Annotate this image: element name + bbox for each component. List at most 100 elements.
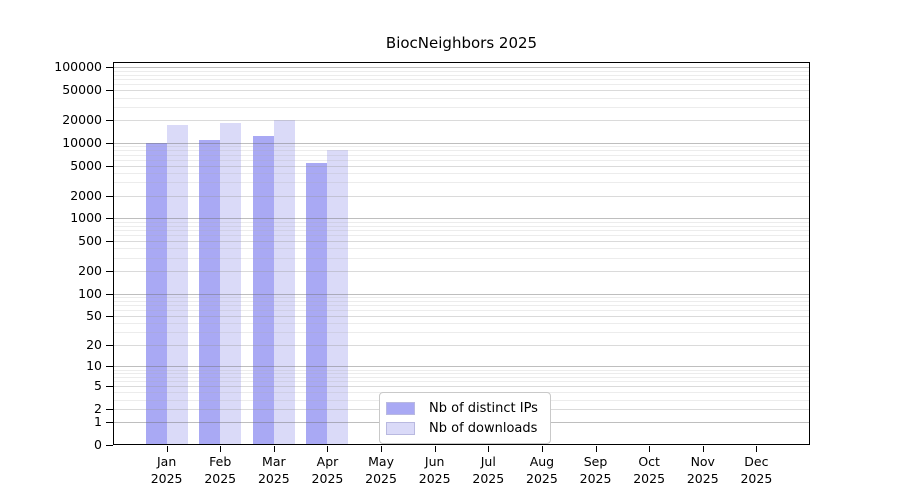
y-axis-label: 1 <box>94 414 102 430</box>
x-label-month: Nov <box>690 454 715 469</box>
x-label-year: 2025 <box>150 471 183 486</box>
x-label-month: Jul <box>480 454 496 469</box>
x-label-year: 2025 <box>579 471 612 486</box>
y-axis-label: 5000 <box>70 157 102 173</box>
x-axis-tick <box>166 446 168 452</box>
gridline <box>114 67 809 69</box>
x-axis-tick <box>649 446 651 452</box>
x-label-year: 2025 <box>365 471 397 486</box>
bar-mar-downloads <box>273 119 295 444</box>
gridline <box>114 218 809 220</box>
gridline <box>114 293 809 295</box>
x-axis-label: Apr 2025 <box>299 453 355 487</box>
plot-area <box>113 62 810 445</box>
gridline <box>114 305 809 307</box>
x-label-month: Oct <box>638 454 660 469</box>
legend-label-distinct-ips: Nb of distinct IPs <box>429 400 538 416</box>
legend: Nb of distinct IPs Nb of downloads <box>379 392 551 444</box>
x-axis-tick <box>702 446 704 452</box>
y-axis-label: 2 <box>94 400 102 416</box>
y-axis-label: 20 <box>86 337 102 353</box>
x-axis-tick <box>381 446 383 452</box>
x-axis-label: Dec 2025 <box>728 453 784 487</box>
bar-jan-ips <box>145 142 167 444</box>
gridline <box>114 369 809 371</box>
gridline <box>114 74 809 76</box>
x-axis-label: Nov 2025 <box>675 453 731 487</box>
y-axis-tick <box>106 316 113 318</box>
y-axis-tick <box>106 67 113 69</box>
gridline <box>114 182 809 184</box>
bar-jan-downloads <box>166 125 188 444</box>
bars-layer <box>114 63 809 444</box>
bar-apr-downloads <box>327 149 349 444</box>
gridline <box>114 310 809 312</box>
bar-mar-ips <box>252 136 274 444</box>
gridline <box>114 376 809 378</box>
x-label-month: May <box>368 454 394 469</box>
x-label-year: 2025 <box>311 471 344 486</box>
y-axis-label: 10000 <box>62 134 102 150</box>
x-axis-tick <box>434 446 436 452</box>
gridline <box>114 165 809 167</box>
gridline <box>114 173 809 175</box>
y-axis-tick <box>106 422 113 424</box>
x-axis-label: Oct 2025 <box>621 453 677 487</box>
gridline <box>114 146 809 148</box>
gridline <box>114 79 809 81</box>
y-axis-tick <box>106 386 113 388</box>
y-axis-label: 50000 <box>62 82 102 98</box>
gridline <box>114 106 809 108</box>
y-axis-tick <box>106 90 113 92</box>
bar-feb-ips <box>199 140 221 444</box>
bar-apr-ips <box>306 162 328 444</box>
legend-entry-distinct-ips: Nb of distinct IPs <box>386 398 538 418</box>
y-axis-tick <box>106 165 113 167</box>
x-label-year: 2025 <box>418 471 451 486</box>
x-axis-label: Mar 2025 <box>246 453 302 487</box>
y-axis-tick <box>106 241 113 243</box>
y-axis-label: 200 <box>78 263 102 279</box>
gridline <box>114 235 809 237</box>
gridline <box>114 142 809 144</box>
y-axis-tick <box>106 366 113 368</box>
x-axis-label: Jun 2025 <box>407 453 463 487</box>
gridline <box>114 316 809 318</box>
x-label-year: 2025 <box>740 471 773 486</box>
y-axis-tick <box>106 142 113 144</box>
x-axis-tick <box>541 446 543 452</box>
gridline <box>114 297 809 299</box>
y-axis-label: 100000 <box>54 59 102 75</box>
x-axis-label: Sep 2025 <box>568 453 624 487</box>
x-axis-label: May 2025 <box>353 453 409 487</box>
gridline <box>114 241 809 243</box>
x-label-month: Apr <box>316 454 339 469</box>
x-axis-label: Feb 2025 <box>192 453 248 487</box>
x-axis-tick <box>595 446 597 452</box>
legend-swatch-distinct-ips <box>386 401 415 415</box>
gridline <box>114 225 809 227</box>
x-axis-tick <box>327 446 329 452</box>
x-label-month: Dec <box>744 454 769 469</box>
y-axis-label: 20000 <box>62 112 102 128</box>
y-axis-tick <box>106 445 113 446</box>
y-axis-tick <box>106 218 113 220</box>
y-axis-tick <box>106 408 113 410</box>
gridline <box>114 120 809 122</box>
y-axis-label: 50 <box>86 308 102 324</box>
gridline <box>114 248 809 250</box>
x-label-month: Mar <box>262 454 286 469</box>
y-axis-label: 100 <box>78 285 102 301</box>
gridline <box>114 159 809 161</box>
y-axis-label: 5 <box>94 378 102 394</box>
x-label-year: 2025 <box>633 471 666 486</box>
y-axis-label: 10 <box>86 358 102 374</box>
y-axis-label: 0 <box>94 437 102 452</box>
gridline <box>114 271 809 273</box>
x-label-year: 2025 <box>526 471 558 486</box>
x-label-month: Jun <box>424 454 445 469</box>
gridline <box>114 257 809 259</box>
y-axis-tick <box>106 271 113 273</box>
y-axis-tick <box>106 293 113 295</box>
